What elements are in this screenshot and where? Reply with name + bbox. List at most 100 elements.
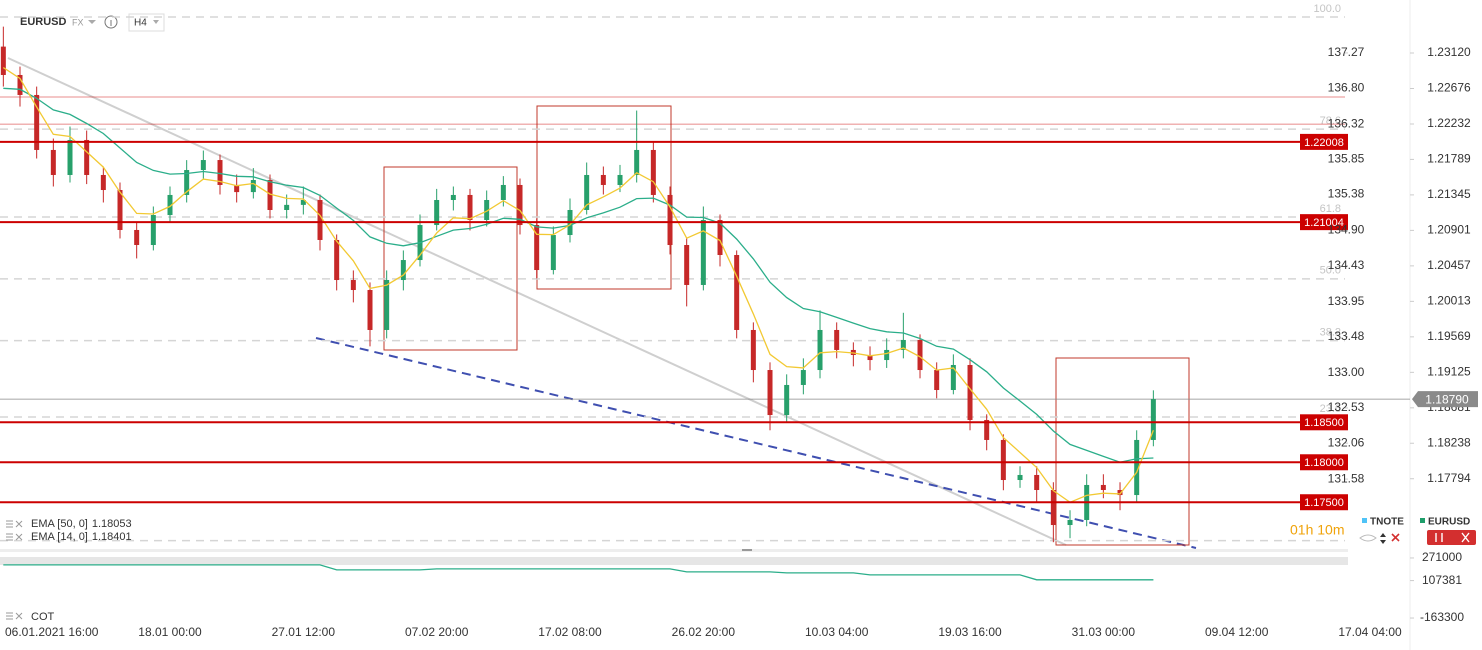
- cot-icon: [6, 612, 23, 620]
- y2-tick-label: 135.38: [1328, 187, 1365, 201]
- fib-label: 23.6: [1320, 403, 1341, 415]
- candle-body: [667, 194, 673, 246]
- x-tick-label: 06.01.2021 16:00: [5, 625, 99, 639]
- candle-body: [184, 170, 190, 195]
- instrument-name: TNOTE: [1370, 517, 1404, 528]
- candle-body: [50, 149, 56, 175]
- candle-body: [900, 339, 906, 350]
- last-price-badge: [1412, 391, 1478, 408]
- y2-tick-label: 132.06: [1328, 435, 1365, 449]
- candle-body: [334, 239, 340, 281]
- candle-body: [750, 329, 756, 371]
- candle-body: [150, 215, 156, 246]
- trend-line[interactable]: [7, 57, 1067, 546]
- candle-body: [84, 139, 90, 175]
- y2-tick-label: 134.90: [1328, 223, 1365, 237]
- legend-name: EMA [50, 0]: [31, 518, 88, 530]
- candle-body: [650, 149, 656, 195]
- y2-tick-label: 135.85: [1328, 151, 1365, 165]
- countdown: 01h 10m: [1290, 522, 1344, 538]
- instrument-action-box[interactable]: [1427, 530, 1476, 545]
- y-tick-label: 1.20013: [1427, 294, 1471, 308]
- candle-body: [867, 354, 873, 361]
- x-tick-label: 17.02 08:00: [538, 625, 602, 639]
- candle-body: [617, 174, 623, 185]
- level-label: 1.22008: [1304, 137, 1344, 149]
- candle-body: [67, 139, 73, 175]
- candle-body: [967, 364, 973, 420]
- x-tick-label: 09.04 12:00: [1205, 625, 1269, 639]
- dropdown-caret[interactable]: [88, 20, 96, 24]
- y-tick-label: 1.19125: [1427, 365, 1471, 379]
- candle-body: [284, 204, 290, 210]
- candle-body: [350, 280, 356, 291]
- legend-name: EMA [14, 0]: [31, 531, 88, 543]
- candle-body: [1117, 490, 1123, 496]
- instrument-name: EURUSD: [1428, 517, 1470, 528]
- level-label: 1.18000: [1304, 457, 1344, 469]
- candle-body: [450, 194, 456, 201]
- eye-icon[interactable]: [1359, 534, 1377, 542]
- level-label-box: [1300, 214, 1348, 231]
- x-tick-label: 27.01 12:00: [272, 625, 336, 639]
- candle-body: [1000, 439, 1006, 481]
- candle-body: [384, 280, 390, 330]
- legend-value: 1.18053: [92, 518, 132, 530]
- y2-tick-label: 133.00: [1328, 365, 1365, 379]
- info-icon[interactable]: [104, 15, 118, 29]
- support-line[interactable]: [315, 337, 1197, 549]
- candle-body: [1034, 474, 1040, 491]
- fib-label: 50.0: [1320, 265, 1341, 277]
- cot-title: COT: [31, 611, 55, 623]
- candle-body: [167, 194, 173, 216]
- candle-body: [467, 194, 473, 220]
- x-tick-label: 07.02 20:00: [405, 625, 469, 639]
- candle-body: [950, 364, 956, 391]
- candle-body: [250, 180, 256, 193]
- last-price-label: 1.18790: [1425, 392, 1469, 406]
- header-gap: [6, 14, 11, 30]
- candle-body: [234, 184, 240, 193]
- y2-tick-label: 133.48: [1328, 329, 1365, 343]
- interval[interactable]: H4: [134, 18, 147, 29]
- candle-body: [1050, 490, 1056, 526]
- ema-line: [2, 67, 1155, 504]
- level-label-box: [1300, 494, 1348, 511]
- candle-body: [884, 349, 890, 361]
- x-tick-label: 31.03 00:00: [1072, 625, 1136, 639]
- candle-body: [934, 370, 940, 391]
- x-tick-label: 17.04 04:00: [1338, 625, 1402, 639]
- candle-body: [34, 94, 40, 150]
- panel-divider: [0, 549, 1348, 552]
- market: FX: [72, 17, 84, 27]
- candle-body: [1017, 474, 1023, 481]
- symbol[interactable]: EURUSD: [20, 16, 67, 28]
- range-box[interactable]: [1055, 357, 1190, 546]
- level-label-box: [1300, 133, 1348, 150]
- panel-handle[interactable]: [742, 549, 752, 551]
- candle-body: [500, 184, 506, 201]
- candle-body: [367, 290, 373, 330]
- candle-body: [917, 339, 923, 371]
- legend-icon: [6, 520, 23, 528]
- remove-icon[interactable]: [1391, 533, 1400, 542]
- candle-body: [484, 200, 490, 220]
- candle-body: [300, 200, 306, 205]
- candle-body: [17, 74, 23, 95]
- range-box[interactable]: [383, 166, 518, 351]
- candle-body: [200, 160, 206, 171]
- candle-body: [734, 254, 740, 330]
- y-tick-label: 1.20901: [1427, 223, 1471, 237]
- cot-tick-label: 271000: [1422, 550, 1462, 564]
- interval-box[interactable]: [128, 13, 165, 32]
- candle-body: [434, 200, 440, 226]
- order-icon[interactable]: [1380, 533, 1386, 544]
- candle-body: [984, 419, 990, 440]
- candle-body: [784, 384, 790, 416]
- cot-tick-label: 107381: [1422, 573, 1462, 587]
- y-tick-label: 1.21789: [1427, 152, 1471, 166]
- y2-tick-label: 134.43: [1328, 258, 1365, 272]
- fib-label: 61.8: [1320, 203, 1341, 215]
- x-tick-label: 26.02 20:00: [672, 625, 736, 639]
- x-tick-label: 10.03 04:00: [805, 625, 869, 639]
